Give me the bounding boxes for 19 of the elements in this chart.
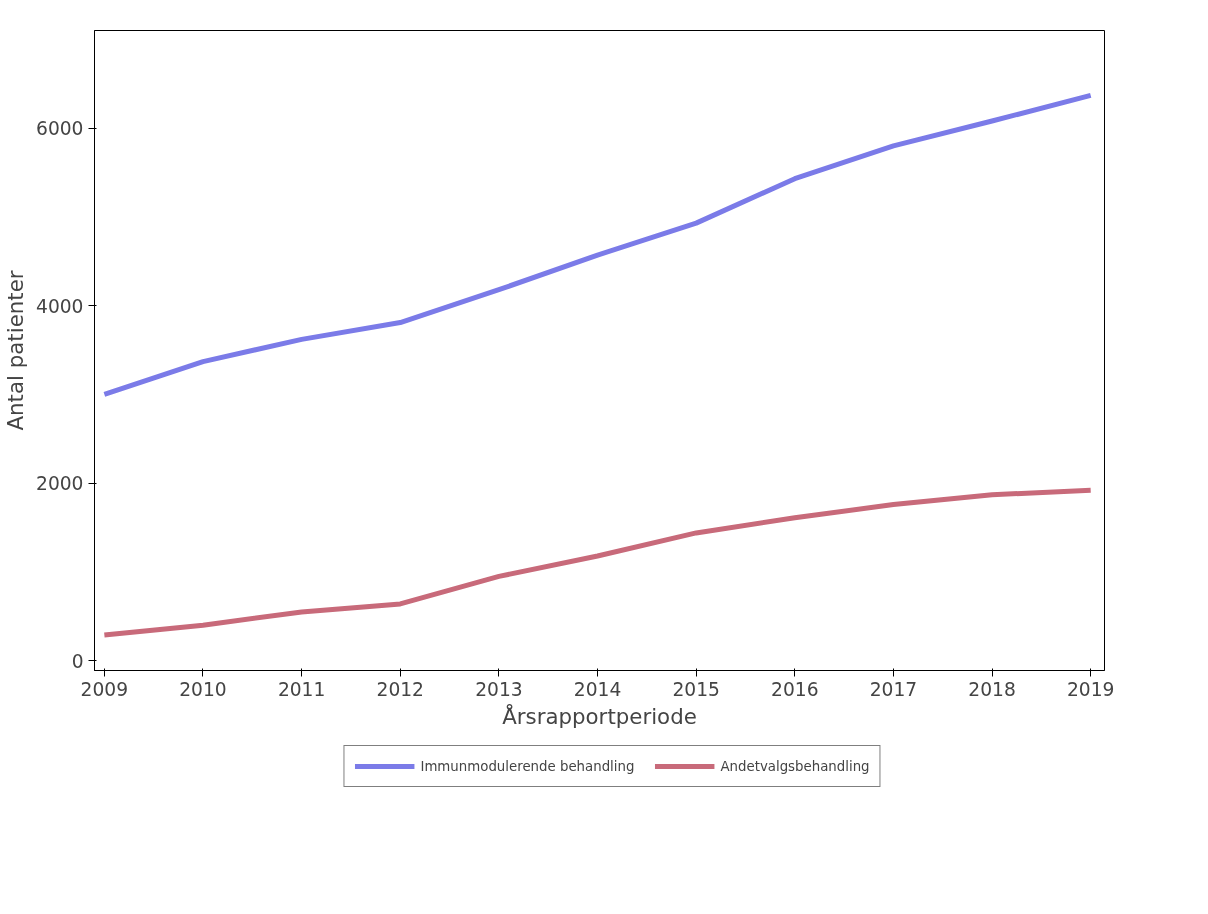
x-axis-title: Årsrapportperiode [502,702,697,729]
x-tick-label: 2011 [277,678,326,700]
y-tick-label: 2000 [36,473,84,495]
y-tick-label: 6000 [36,118,84,140]
x-tick-label: 2018 [968,678,1016,700]
x-tick-label: 2013 [475,678,523,700]
y-axis-title: Antal patienter [3,270,29,431]
x-tick-label: 2017 [869,678,918,700]
x-tick-label: 2016 [771,678,819,700]
x-tick-label: 2014 [573,678,622,700]
x-tick-label: 2015 [672,678,720,700]
x-tick-label: 2009 [80,678,129,700]
y-tick-label: 0 [71,650,84,672]
x-tick-label: 2010 [179,678,227,700]
legend-label: Andetvalgsbehandling [720,758,870,774]
x-tick-label: 2019 [1066,678,1115,700]
x-tick-label: 2012 [376,678,425,700]
y-tick-label: 4000 [36,295,84,317]
legend-label: Immunmodulerende behandling [420,758,635,774]
